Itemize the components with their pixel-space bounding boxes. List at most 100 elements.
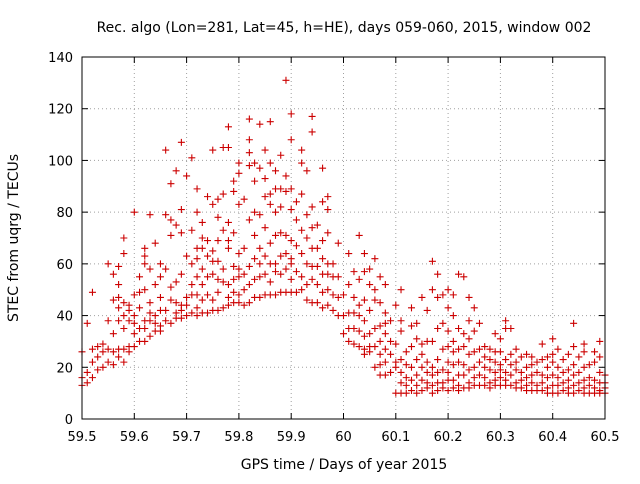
data-point xyxy=(219,278,227,286)
data-point xyxy=(167,296,175,304)
data-point xyxy=(371,343,379,351)
data-point xyxy=(486,356,494,364)
data-point xyxy=(376,361,384,369)
data-point xyxy=(99,348,107,356)
data-point xyxy=(193,185,201,193)
data-point xyxy=(392,358,400,366)
data-point xyxy=(188,226,196,234)
data-point xyxy=(287,110,295,118)
data-point xyxy=(564,366,572,374)
data-point xyxy=(355,343,363,351)
data-point xyxy=(272,268,280,276)
data-point xyxy=(230,288,238,296)
data-point xyxy=(177,314,185,322)
data-point xyxy=(324,206,332,214)
data-point xyxy=(596,368,604,376)
data-point xyxy=(141,286,149,294)
data-point xyxy=(224,301,232,309)
data-point xyxy=(507,381,515,389)
data-point xyxy=(313,244,321,252)
data-point xyxy=(517,384,525,392)
data-point xyxy=(224,281,232,289)
data-point xyxy=(120,312,128,320)
data-point xyxy=(596,353,604,361)
data-point xyxy=(481,363,489,371)
data-point xyxy=(376,299,384,307)
data-point xyxy=(219,304,227,312)
data-point xyxy=(470,374,478,382)
data-point xyxy=(444,387,452,395)
data-point xyxy=(88,288,96,296)
data-point xyxy=(455,345,463,353)
data-point xyxy=(115,293,123,301)
data-point xyxy=(277,185,285,193)
data-point xyxy=(434,356,442,364)
data-point xyxy=(313,299,321,307)
data-point xyxy=(376,322,384,330)
data-point xyxy=(360,332,368,340)
data-point xyxy=(298,159,306,167)
data-point xyxy=(130,343,138,351)
data-point xyxy=(360,317,368,325)
data-point xyxy=(292,288,300,296)
data-point xyxy=(313,281,321,289)
data-point xyxy=(371,325,379,332)
data-point xyxy=(130,312,138,320)
data-point xyxy=(151,281,159,289)
data-point xyxy=(245,281,253,289)
data-point xyxy=(460,330,468,338)
data-point xyxy=(418,293,426,301)
data-point xyxy=(235,200,243,208)
data-point xyxy=(517,368,525,376)
data-point xyxy=(183,312,191,320)
data-point xyxy=(413,356,421,364)
data-point xyxy=(308,112,316,120)
x-tick-label: 60 xyxy=(335,430,352,445)
data-point xyxy=(334,273,342,281)
data-point xyxy=(204,193,212,201)
data-point xyxy=(371,286,379,294)
data-point xyxy=(156,322,164,330)
data-point xyxy=(272,208,280,216)
data-point xyxy=(523,350,531,358)
data-point xyxy=(418,376,426,384)
data-point xyxy=(83,379,91,387)
data-point xyxy=(94,366,102,374)
data-point xyxy=(575,353,583,361)
data-point xyxy=(204,273,212,281)
data-point xyxy=(460,273,468,281)
data-point xyxy=(130,319,138,327)
data-point xyxy=(455,381,463,389)
data-point xyxy=(120,325,128,332)
data-point xyxy=(523,363,531,371)
data-point xyxy=(277,203,285,211)
data-point xyxy=(240,286,248,294)
data-point xyxy=(439,345,447,353)
data-point xyxy=(224,244,232,252)
data-point xyxy=(303,260,311,268)
data-point xyxy=(167,231,175,239)
data-point xyxy=(418,340,426,348)
data-point xyxy=(387,317,395,325)
data-point xyxy=(449,337,457,345)
data-point xyxy=(507,361,515,369)
data-point xyxy=(272,291,280,299)
y-tick-label: 60 xyxy=(56,258,73,273)
data-point xyxy=(235,291,243,299)
data-point xyxy=(387,350,395,358)
data-point xyxy=(298,146,306,154)
data-point xyxy=(214,288,222,296)
data-point xyxy=(308,224,316,232)
data-point xyxy=(428,371,436,379)
data-point xyxy=(355,301,363,309)
data-point xyxy=(193,208,201,216)
data-point xyxy=(585,374,593,382)
data-point xyxy=(256,260,264,268)
data-point xyxy=(141,325,149,332)
data-point xyxy=(491,358,499,366)
data-point xyxy=(282,231,290,239)
data-point xyxy=(319,164,327,172)
data-point xyxy=(287,237,295,245)
data-point xyxy=(381,281,389,289)
